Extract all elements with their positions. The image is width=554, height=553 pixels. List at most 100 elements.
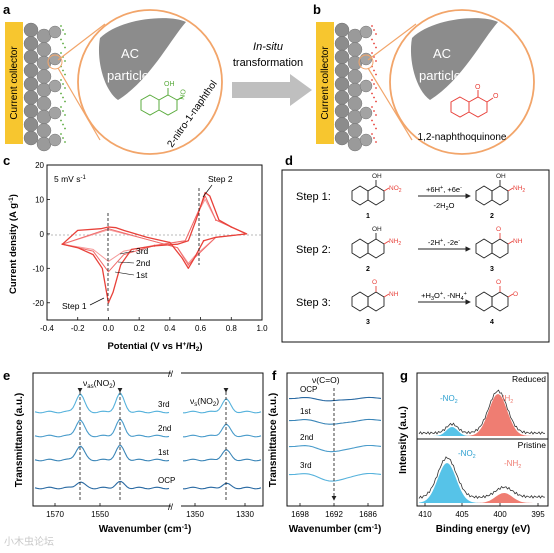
carbonyl-o: O: [372, 279, 377, 286]
ylabel-e: Transmittance (a.u.): [14, 393, 25, 487]
ir-series-e-2nd: [34, 419, 170, 438]
break-mark-e-top: //: [168, 369, 174, 379]
ir-label-e: OCP: [158, 476, 175, 485]
zoom-line-a1: [57, 23, 106, 61]
reaction-step-3: Step 3: O NH O O 3 4 +H3O+, -NH4+: [296, 279, 518, 326]
axis-break-e-top: [171, 370, 181, 376]
x-tick-label-e: 1570: [46, 510, 64, 519]
ir-series-f-2nd: [289, 444, 382, 453]
arrow-label-1: In-situ: [253, 41, 283, 53]
x-tick-label-e: 1350: [186, 510, 204, 519]
cycle-label-2nd: 2nd: [136, 258, 150, 268]
stack-particle: [359, 133, 373, 147]
collector-label-b: Current collector: [320, 46, 331, 120]
surface-molecule-dot: [64, 73, 66, 76]
no2-label-reduced: -NO2: [440, 394, 458, 405]
area-nh2-reduced: [419, 394, 545, 436]
surface-molecule-dot: [371, 25, 373, 27]
surface-molecule-dot: [375, 60, 377, 62]
ring: [367, 185, 385, 206]
zoom-source-ring: [358, 54, 374, 70]
xlabel-f: Wavenumber (cm-1): [289, 524, 382, 535]
x-tick-label-g: 405: [455, 510, 469, 519]
stack-particle: [334, 76, 350, 92]
substituent: NH: [389, 291, 399, 298]
transformation-arrow: In-situ transformation: [232, 41, 312, 106]
oh-group: OH: [496, 173, 506, 180]
oh-group: OH: [372, 173, 382, 180]
ir-series-e-3rd: [183, 398, 262, 414]
reagent-above: +H3O+, -NH4+: [421, 291, 467, 302]
stack-particle: [23, 49, 39, 65]
surface-molecule-dot: [64, 100, 66, 103]
particle-label-a1: AC: [121, 46, 139, 61]
surface-molecule-dot: [371, 106, 373, 108]
surface-molecule-dot: [60, 79, 62, 81]
step2-leader: [202, 184, 213, 198]
panel-c: c -0.4 -0.2 0.0 0.2 0.4 0.6 0.8 1.020100-10-20 …: [3, 153, 268, 353]
x-tick-label-e: 1330: [236, 510, 254, 519]
ir-label-f: OCP: [300, 385, 317, 394]
surface-molecule-dot: [373, 29, 375, 31]
x-tick-label-c: 0.8: [226, 324, 238, 333]
stack-particle: [23, 130, 39, 146]
stack-particle: [48, 106, 62, 120]
ir-label-f: 2nd: [300, 433, 313, 442]
ir-spectra-f: OCP 1st 2nd 3rd 1698 1692 1686: [289, 385, 382, 519]
ring: [491, 185, 509, 206]
zoom-source-ring: [47, 54, 63, 70]
stack-particle: [23, 90, 39, 105]
stack-particle: [347, 69, 363, 84]
surface-molecule-dot: [62, 29, 64, 31]
surface-molecule-dot: [60, 92, 62, 95]
panel-f: f OCP 1st 2nd 3rd 1698 1692 1686 ν(C=O) Transm…: [268, 368, 384, 535]
area-no2-reduced: [419, 427, 545, 436]
surface-molecule-dot: [373, 96, 375, 99]
no2-label-pristine: -NO2: [458, 449, 476, 460]
cycle-label-3rd: 3rd: [136, 246, 149, 256]
current-collector-a: [5, 22, 23, 144]
particle-label-a2: particle: [107, 68, 149, 83]
surface-molecule-dot: [62, 96, 64, 99]
oh-label-a: OH: [164, 81, 175, 88]
ring: [367, 291, 385, 312]
stack-particle: [23, 76, 39, 92]
ring: [475, 291, 493, 312]
x-tick-label-f: 1692: [325, 510, 343, 519]
collector-label-a: Current collector: [9, 46, 20, 120]
molecule-a: [140, 88, 184, 116]
stack-particle: [334, 130, 350, 146]
compound-number: 3: [366, 319, 370, 326]
ir-label-f: 1st: [300, 407, 311, 416]
nu-s-annotation: νs(NO2): [190, 396, 219, 408]
surface-molecule-dot: [371, 52, 373, 54]
particle-stack-a: [23, 22, 66, 152]
ac-particle-b: [410, 18, 498, 101]
step-label: Step 2:: [296, 244, 331, 256]
cv-point-1st: [61, 243, 64, 246]
surface-molecule-dot: [373, 69, 375, 72]
step1-leader: [89, 297, 105, 306]
ir-label-f: 3rd: [300, 461, 312, 470]
panel-b: b Current collector AC particle O O 1,2-…: [313, 2, 535, 155]
ring: [351, 291, 369, 312]
current-collector-b: [316, 22, 334, 144]
area-nh2-pristine: [419, 493, 545, 503]
surface-molecule-dot: [375, 73, 377, 76]
compound-number: 2: [490, 213, 494, 220]
surface-molecule-dot: [60, 52, 62, 54]
particle-stack-b: [334, 22, 377, 152]
xlabel-g: Binding energy (eV): [436, 524, 530, 535]
panel-g: g 410 405 400 395 Reduced Pristine -NO2 -NH…: [398, 368, 549, 535]
stack-particle: [334, 49, 350, 65]
stack-particle: [23, 36, 39, 51]
surface-molecule-dot: [62, 83, 64, 85]
substituent: NH2: [513, 185, 525, 194]
compound-number: 3: [490, 266, 494, 273]
arrow-label-2: transformation: [233, 57, 303, 69]
surface-molecule-dot: [60, 133, 62, 135]
surface-molecule-dot: [64, 87, 66, 89]
cycle-leader-2: [117, 261, 135, 264]
panel-a-letter: a: [3, 2, 11, 17]
